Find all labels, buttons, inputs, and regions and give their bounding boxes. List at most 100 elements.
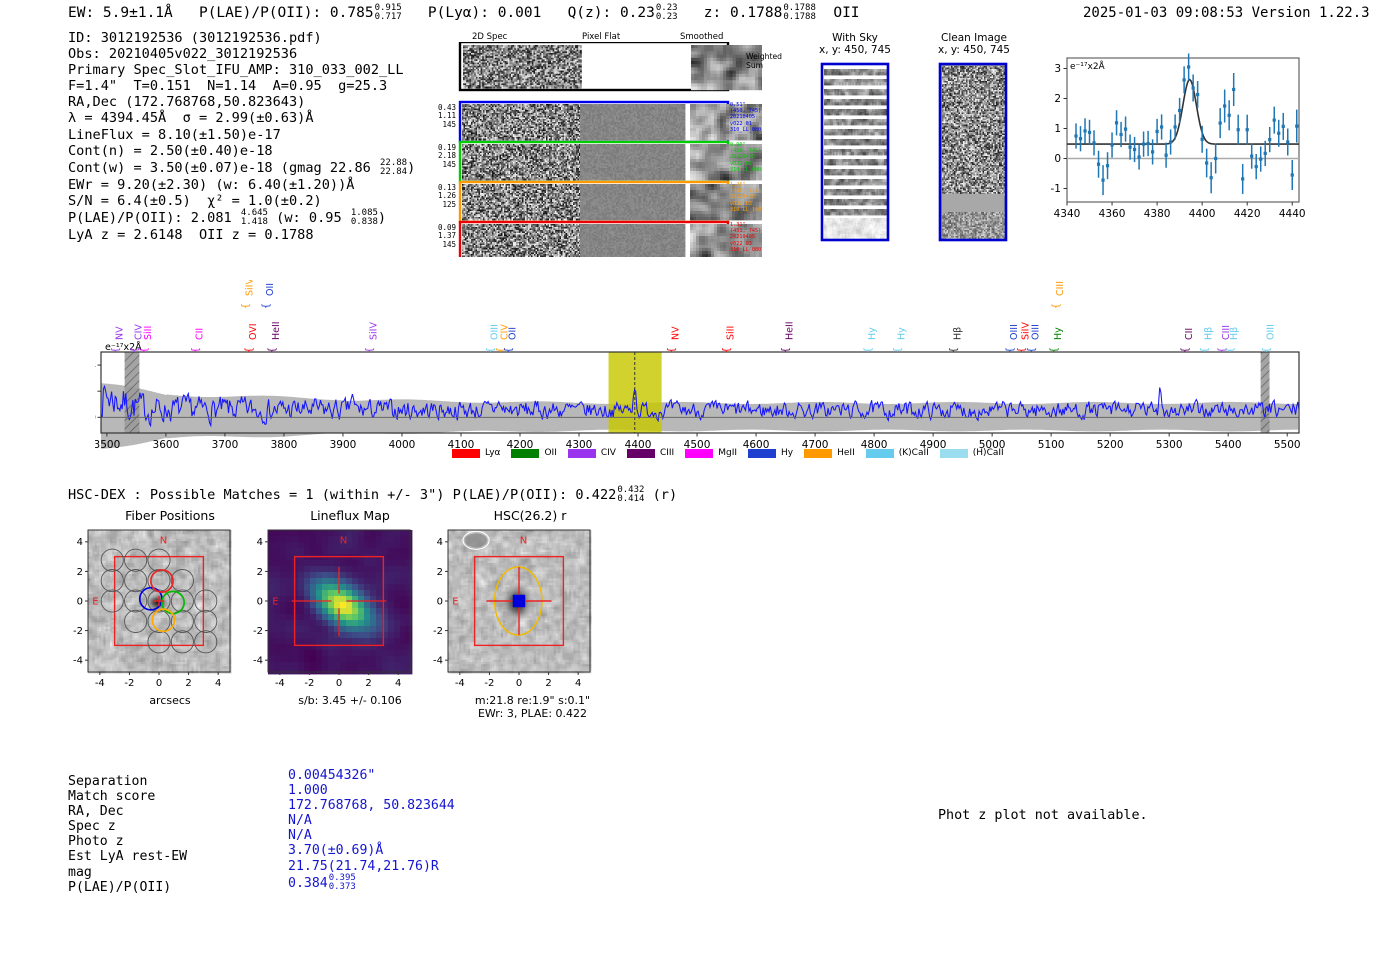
legend-swatch xyxy=(939,448,968,458)
legend-item: (K)CaII xyxy=(865,448,929,459)
spec2d-row-left-values: 0.09 1.37 145 xyxy=(404,223,456,249)
legend-item: Hy xyxy=(748,448,793,459)
header-plae: P(LAE)/P(OII): 0.785 xyxy=(199,5,374,21)
spec2d-row-meta: 0.51" (450, 745) 20210405 v022_01 310_LL_080 xyxy=(730,102,761,133)
hsc-dex-header-text: HSC-DEX : Possible Matches = 1 (within +… xyxy=(68,487,616,503)
legend-label: Hy xyxy=(781,448,793,458)
hsc-dex-band: (r) xyxy=(653,487,678,503)
info-primary-spec: Primary Spec_Slot_IFU_AMP: 310_033_002_L… xyxy=(68,62,415,78)
val-spec-z: N/A xyxy=(288,813,455,828)
spec2d-image-stack xyxy=(458,42,762,257)
legend-item: (H)CaII xyxy=(939,448,1004,459)
panel-title-lineflux-map: Lineflux Map xyxy=(270,508,430,523)
info-plae: P(LAE)/P(OII): 2.081 4.645 1.418 (w: 0.95… xyxy=(68,208,415,227)
spectrum-legend: Lyα OII CIV CIII MgII Hy HeII (K)CaII (H)CaII xyxy=(452,448,1015,459)
val-plae-poii: 0.384 0.395 0.373 xyxy=(288,873,455,892)
legend-item: Lyα xyxy=(452,448,500,459)
header-plya: P(Lyα): 0.001 xyxy=(428,5,542,21)
header-qz: Q(z): 0.23 xyxy=(568,5,655,21)
legend-label: CIV xyxy=(601,448,616,458)
info-plae-w-tail: ) xyxy=(378,210,386,226)
match-table-keys: Separation Match score RA, Dec Spec z Ph… xyxy=(68,774,187,895)
val-photo-z: N/A xyxy=(288,828,455,843)
fiber-xlabel: arcsecs xyxy=(85,694,255,707)
match-table-values: 0.00454326" 1.000 172.768768, 50.823644 … xyxy=(288,768,455,892)
key-photo-z: Photo z xyxy=(68,834,187,849)
full-spectrum-plot: e⁻¹⁷x2Å024350036003700380039004000410042… xyxy=(90,278,1305,455)
val-plae-text: 0.384 xyxy=(288,876,328,891)
info-sn-chi2: S/N = 6.4(±0.5) χ² = 1.0(±0.2) xyxy=(68,193,415,209)
header-z-bounds: 0.1788 0.1788 xyxy=(783,4,816,22)
object-info-block: ID: 3012192536 (3012192536.pdf) Obs: 202… xyxy=(68,30,415,243)
header-qz-bounds: 0.23 0.23 xyxy=(656,4,678,22)
info-fit-params: F=1.4" T=0.151 N=1.14 A=0.95 g=25.3 xyxy=(68,78,415,94)
sky-clean-panels: With Sky x, y: 450, 745 Clean Image x, y… xyxy=(800,32,1030,247)
info-plae-w-text: (w: 0.95 xyxy=(268,210,350,226)
spec2d-panel: 2D Spec Pixel Flat Smoothed Weighted Sum … xyxy=(432,32,782,257)
info-plae-bounds: 4.645 1.418 xyxy=(241,208,268,227)
clean-image-title: Clean Image x, y: 450, 745 xyxy=(918,32,1030,56)
legend-swatch xyxy=(865,448,894,458)
clean-image-title-l2: x, y: 450, 745 xyxy=(938,44,1010,56)
legend-label: OII xyxy=(544,448,556,458)
legend-label: (K)CaII xyxy=(899,448,929,458)
spec2d-row-left-values: 0.43 1.11 145 xyxy=(404,103,456,129)
info-ewr: EWr = 9.20(±2.30) (w: 6.40(±1.20))Å xyxy=(68,177,415,193)
with-sky-title-l1: With Sky xyxy=(832,32,878,44)
legend-item: CIII xyxy=(626,448,674,459)
header-z-species: OII xyxy=(833,5,859,21)
legend-label: MgII xyxy=(718,448,737,458)
legend-swatch xyxy=(804,448,833,458)
lineflux-caption: s/b: 3.45 +/- 0.106 xyxy=(265,694,435,707)
val-separation: 0.00454326" xyxy=(288,768,455,783)
info-gmag-tail: ) xyxy=(407,160,415,176)
info-lineflux: LineFlux = 8.10(±1.50)e-17 xyxy=(68,127,415,143)
legend-swatch xyxy=(748,448,777,458)
spec2d-row-meta: 0.90" (450, 745) 20210405 v022_02 310_LL_080 xyxy=(730,142,761,173)
header-plae-bounds: 0.915 0.717 xyxy=(375,4,402,22)
legend-item: HeII xyxy=(804,448,855,459)
emission-line-plot: 4340 4360 4380 4400 4420 4440 -1 0 1 2 3 e⁻¹⁷x2Å xyxy=(1035,48,1306,228)
legend-item: CIV xyxy=(567,448,616,459)
key-radec: RA, Dec xyxy=(68,804,187,819)
hsc-caption-2: EWr: 3, PLAE: 0.422 xyxy=(440,707,625,720)
timestamp-version: 2025-01-03 09:08:53 Version 1.22.3 xyxy=(1083,5,1370,21)
hsc-panels: Fiber Positions Lineflux Map HSC(26.2) r… xyxy=(40,508,660,728)
info-radec: RA,Dec (172.768768,50.823643) xyxy=(68,94,415,110)
with-sky-title: With Sky x, y: 450, 745 xyxy=(800,32,910,56)
hsc-caption-1: m:21.8 re:1.9" s:0.1" xyxy=(440,694,625,707)
with-sky-title-l2: x, y: 450, 745 xyxy=(819,44,891,56)
legend-label: HeII xyxy=(837,448,855,458)
info-cont-w: Cont(w) = 3.50(±0.07)e-18 (gmag 22.86 22… xyxy=(68,158,415,177)
val-plae-bounds: 0.395 0.373 xyxy=(329,873,356,892)
info-gmag-bounds: 22.88 22.84 xyxy=(380,158,407,177)
legend-swatch xyxy=(626,448,655,458)
info-obs: Obs: 20210405v022_3012192536 xyxy=(68,46,415,62)
legend-item: MgII xyxy=(685,448,737,459)
hsc-dex-header: HSC-DEX : Possible Matches = 1 (within +… xyxy=(68,486,677,504)
legend-swatch xyxy=(567,448,596,458)
info-cont-w-text: Cont(w) = 3.50(±0.07)e-18 (gmag 22.86 xyxy=(68,160,379,176)
info-lambda-sigma: λ = 4394.45Å σ = 2.99(±0.63)Å xyxy=(68,110,415,126)
weighted-sum-label: Weighted Sum xyxy=(746,52,782,70)
spec2d-row-left-values: 0.19 2.18 145 xyxy=(404,143,456,169)
legend-item: OII xyxy=(511,448,557,459)
clean-image-title-l1: Clean Image xyxy=(941,32,1007,44)
legend-label: Lyα xyxy=(485,448,500,458)
key-match-score: Match score xyxy=(68,789,187,804)
val-radec: 172.768768, 50.823644 xyxy=(288,798,455,813)
key-est-lya-rest-ew: Est LyA rest-EW xyxy=(68,849,187,864)
legend-label: (H)CaII xyxy=(973,448,1004,458)
header-summary: EW: 5.9±1.1Å P(LAE)/P(OII): 0.785 0.915 0.… xyxy=(68,4,860,22)
full-spectrum-svg: e⁻¹⁷x2Å024350036003700380039004000410042… xyxy=(90,278,1301,451)
sky-clean-images xyxy=(820,62,1008,242)
info-redshifts: LyA z = 2.6148 OII z = 0.1788 xyxy=(68,227,415,243)
hsc-dex-plae-bounds: 0.432 0.414 xyxy=(617,486,644,504)
spec2d-row-left-values: 0.13 1.26 125 xyxy=(404,183,456,209)
key-spec-z: Spec z xyxy=(68,819,187,834)
info-plae-w-bounds: 1.085 0.838 xyxy=(351,208,378,227)
spec2d-row-meta: 1.26" (450, 919) 20210405 v022_03 310_LL_100 xyxy=(730,182,761,213)
spec2d-row-meta: 1.31" (451, 745) 20210405 v022_03 310_LL_080 xyxy=(730,222,761,253)
